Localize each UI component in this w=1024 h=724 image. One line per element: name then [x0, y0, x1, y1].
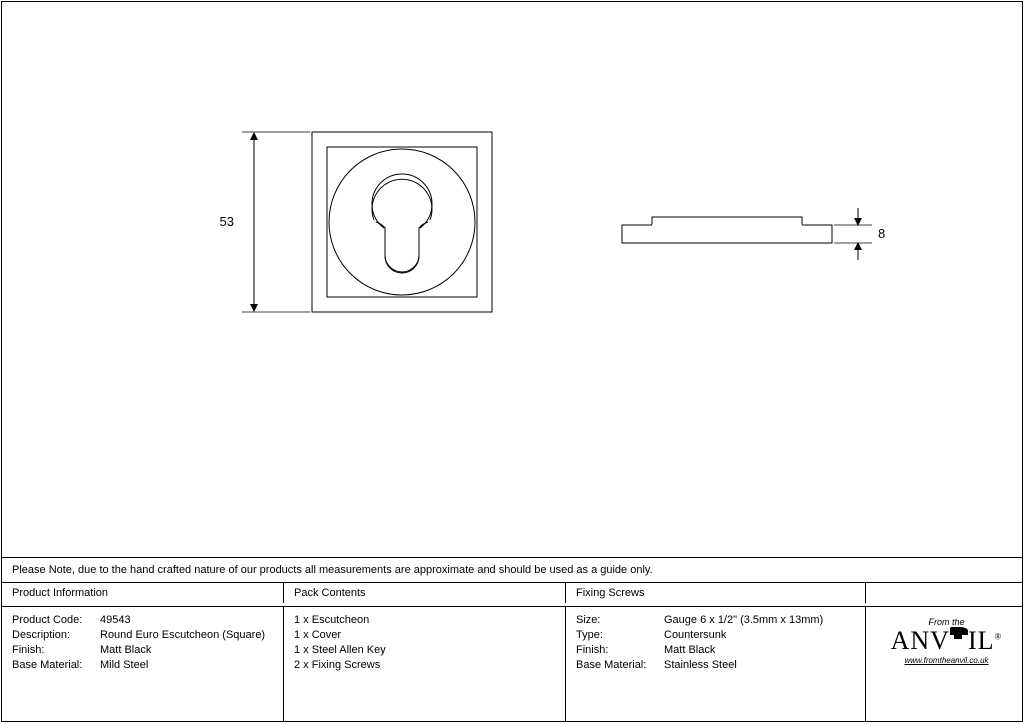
note-text: Please Note, due to the hand crafted nat…	[12, 564, 653, 576]
fixing-screws-cell: Size: Gauge 6 x 1/2" (3.5mm x 13mm) Type…	[566, 607, 866, 721]
screws-size-row: Size: Gauge 6 x 1/2" (3.5mm x 13mm)	[576, 614, 855, 626]
screws-finish-value: Matt Black	[664, 644, 855, 656]
pack-contents-cell: 1 x Escutcheon 1 x Cover 1 x Steel Allen…	[284, 607, 566, 721]
product-finish-row: Finish: Matt Black	[12, 644, 273, 656]
front-view	[312, 132, 492, 312]
product-info-cell: Product Code: 49543 Description: Round E…	[2, 607, 284, 721]
screws-finish-label: Finish:	[576, 644, 664, 656]
pack-item: 1 x Escutcheon	[294, 614, 555, 626]
product-finish-value: Matt Black	[100, 644, 273, 656]
brand-name-part1: ANV	[891, 626, 950, 655]
table-header-row: Product Information Pack Contents Fixing…	[2, 582, 1022, 603]
header-fixing-screws: Fixing Screws	[566, 583, 866, 603]
pack-item: 2 x Fixing Screws	[294, 659, 555, 671]
pack-item: 1 x Steel Allen Key	[294, 644, 555, 656]
product-code-value: 49543	[100, 614, 273, 626]
screws-material-row: Base Material: Stainless Steel	[576, 659, 855, 671]
screws-size-label: Size:	[576, 614, 664, 626]
drawing-svg: 53 8	[2, 2, 1022, 557]
pack-item: 1 x Cover	[294, 629, 555, 641]
product-material-value: Mild Steel	[100, 659, 273, 671]
side-view	[622, 217, 832, 243]
screws-size-value: Gauge 6 x 1/2" (3.5mm x 13mm)	[664, 614, 855, 626]
screws-type-label: Type:	[576, 629, 664, 641]
brand-name-part2: L	[978, 626, 995, 655]
product-finish-label: Finish:	[12, 644, 100, 656]
product-material-row: Base Material: Mild Steel	[12, 659, 273, 671]
brand-cell: From the ANVIL® www.fromtheanvil.co.uk	[866, 607, 1022, 721]
screws-type-row: Type: Countersunk	[576, 629, 855, 641]
product-material-label: Base Material:	[12, 659, 100, 671]
note-row: Please Note, due to the hand crafted nat…	[2, 557, 1022, 582]
table-body-row: Product Code: 49543 Description: Round E…	[2, 606, 1022, 721]
screws-type-value: Countersunk	[664, 629, 855, 641]
screws-material-value: Stainless Steel	[664, 659, 855, 671]
page-frame: 53 8 Please Note, due to the hand crafte…	[1, 1, 1023, 722]
product-desc-label: Description:	[12, 629, 100, 641]
brand-logo: From the ANVIL® www.fromtheanvil.co.uk	[876, 617, 1017, 665]
dim-8-label: 8	[878, 226, 885, 241]
header-product-info: Product Information	[2, 583, 284, 603]
product-code-row: Product Code: 49543	[12, 614, 273, 626]
product-desc-value: Round Euro Escutcheon (Square)	[100, 629, 273, 641]
header-pack-contents: Pack Contents	[284, 583, 566, 603]
brand-name: ANVIL®	[876, 627, 1017, 654]
side-dimension-8: 8	[834, 208, 885, 260]
registered-icon: ®	[995, 631, 1003, 641]
anvil-icon: I	[950, 627, 978, 654]
screws-material-label: Base Material:	[576, 659, 664, 671]
product-code-label: Product Code:	[12, 614, 100, 626]
screws-finish-row: Finish: Matt Black	[576, 644, 855, 656]
technical-drawing: 53 8	[2, 2, 1022, 557]
product-desc-row: Description: Round Euro Escutcheon (Squa…	[12, 629, 273, 641]
dim-53-label: 53	[220, 214, 234, 229]
brand-url: www.fromtheanvil.co.uk	[876, 656, 1017, 665]
header-brand-spacer	[866, 583, 1022, 603]
front-dimension-53: 53	[220, 132, 310, 312]
